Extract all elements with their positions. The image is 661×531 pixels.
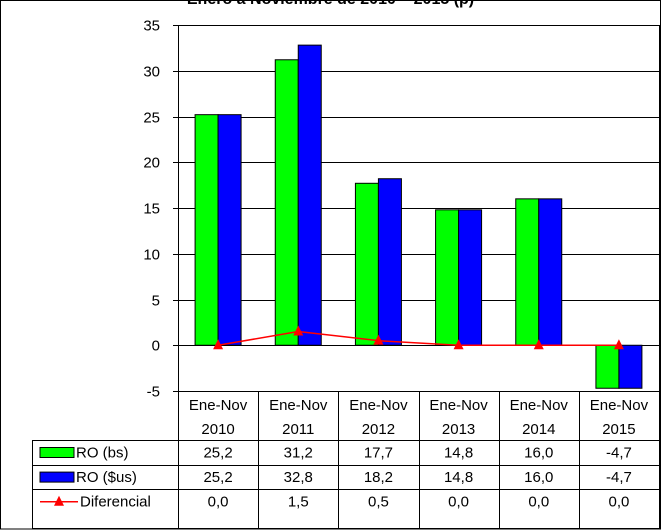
y-tick-label: 15	[143, 201, 160, 218]
category-label: 2015	[602, 421, 635, 438]
y-tick-label: 25	[143, 110, 160, 127]
marker-diferencial	[293, 325, 304, 336]
y-tick-label: 30	[143, 64, 160, 81]
table-value: 0,0	[208, 494, 229, 511]
bar-ro-bs	[435, 209, 460, 346]
marker-diferencial	[373, 334, 384, 345]
table-value: 17,7	[364, 445, 393, 462]
y-tick-label: -5	[147, 384, 160, 401]
table-value: 16,0	[524, 445, 553, 462]
legend-key	[39, 471, 75, 483]
table-value: 25,2	[203, 469, 232, 486]
bar-ro-bs	[595, 344, 620, 389]
category-label: Ene-Nov	[429, 397, 488, 414]
legend-label: Diferencial	[80, 494, 151, 511]
chart-title: Enero a Noviembre de 2010 – 2015 (p)	[0, 0, 661, 9]
table-value: -4,7	[606, 469, 632, 486]
table-value: 32,8	[284, 469, 313, 486]
table-value: 0,0	[448, 494, 469, 511]
bar-ro-usd	[458, 209, 483, 346]
table-value: 0,5	[368, 494, 389, 511]
legend-label: RO ($us)	[76, 469, 137, 486]
table-value: 31,2	[284, 445, 313, 462]
bar-ro-bs	[354, 182, 379, 346]
bar-ro-usd	[217, 114, 242, 346]
y-tick-label: 10	[143, 247, 160, 264]
bar-ro-usd	[377, 178, 402, 346]
bar-ro-bs	[194, 114, 219, 346]
marker-diferencial	[533, 339, 544, 350]
table-value: 25,2	[203, 445, 232, 462]
category-label: 2012	[362, 421, 395, 438]
table-value: 18,2	[364, 469, 393, 486]
legend-key	[39, 447, 75, 458]
table-value: -4,7	[606, 445, 632, 462]
table-value: 0,0	[608, 494, 629, 511]
table-value: 14,8	[444, 445, 473, 462]
bar-ro-usd	[618, 344, 643, 389]
y-tick-label: 20	[143, 155, 160, 172]
bar-ro-bs	[515, 198, 540, 346]
legend-key-marker	[54, 495, 64, 506]
marker-diferencial	[613, 339, 624, 350]
bar-ro-usd	[538, 198, 563, 346]
category-label: Ene-Nov	[349, 397, 408, 414]
category-label: Ene-Nov	[510, 397, 569, 414]
line-diferencial	[217, 330, 619, 346]
table-value: 0,0	[528, 494, 549, 511]
category-label: Ene-Nov	[269, 397, 328, 414]
y-tick-label: 0	[152, 338, 160, 355]
category-label: 2014	[522, 421, 555, 438]
y-tick-label: 5	[152, 293, 160, 310]
legend-label: RO (bs)	[76, 445, 129, 462]
marker-diferencial	[453, 339, 464, 350]
bar-ro-bs	[274, 59, 299, 346]
table-value: 1,5	[288, 494, 309, 511]
y-tick-label: 35	[143, 18, 160, 35]
category-label: Ene-Nov	[189, 397, 248, 414]
category-label: Ene-Nov	[590, 397, 649, 414]
table-value: 16,0	[524, 469, 553, 486]
marker-diferencial	[213, 339, 224, 350]
category-label: 2011	[282, 421, 314, 438]
table-value: 14,8	[444, 469, 473, 486]
bar-ro-usd	[297, 44, 322, 346]
category-label: 2013	[442, 421, 475, 438]
category-label: 2010	[201, 421, 234, 438]
